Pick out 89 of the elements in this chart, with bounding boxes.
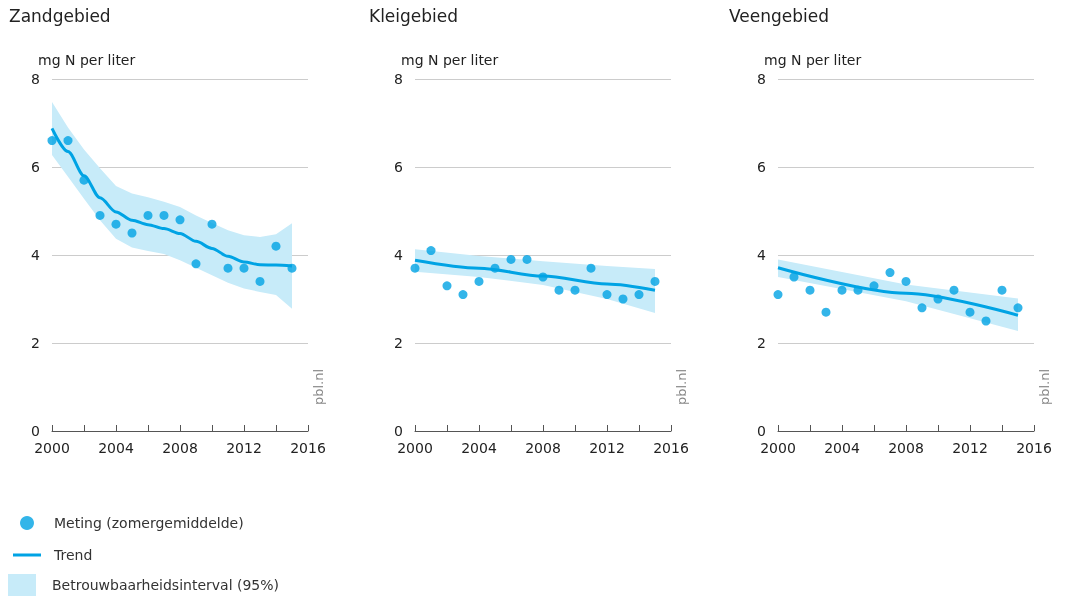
- y-tick-label: 0: [757, 423, 766, 439]
- point: [458, 290, 468, 300]
- point: [917, 303, 927, 313]
- legend-label: Trend: [53, 547, 93, 563]
- point: [79, 175, 89, 185]
- point: [570, 285, 580, 295]
- point: [933, 294, 943, 304]
- y-tick-label: 8: [394, 71, 403, 87]
- y-tick-label: 4: [394, 247, 404, 263]
- point: [837, 285, 847, 295]
- x-tick-label: 2004: [98, 440, 134, 456]
- point: [239, 263, 249, 273]
- point: [554, 285, 564, 295]
- text: pbl.nl: [311, 368, 326, 406]
- text: pbl.nl: [1037, 368, 1052, 406]
- x-tick-label: 2016: [290, 440, 326, 456]
- x-tick-label: 2004: [824, 440, 860, 456]
- point: [127, 228, 137, 238]
- point: [426, 246, 436, 256]
- x-tick-label: 2012: [226, 440, 262, 456]
- point: [410, 263, 420, 273]
- point: [538, 272, 548, 282]
- point: [1013, 303, 1023, 313]
- text: pbl.nl: [674, 368, 689, 406]
- point: [255, 276, 265, 286]
- y-axis-title: mg N per liter: [401, 52, 499, 68]
- point: [271, 241, 281, 251]
- point: [442, 281, 452, 291]
- x-tick-label: 2016: [1016, 440, 1052, 456]
- x-tick-label: 2012: [589, 440, 625, 456]
- point: [522, 254, 532, 264]
- y-tick-label: 2: [757, 335, 766, 351]
- point: [821, 307, 831, 317]
- x-tick-label: 2000: [760, 440, 796, 456]
- point: [634, 290, 644, 300]
- y-tick-label: 4: [757, 247, 767, 263]
- x-tick-label: 2004: [461, 440, 497, 456]
- point: [159, 210, 169, 220]
- y-tick-label: 0: [394, 423, 403, 439]
- point: [143, 210, 153, 220]
- y-tick-label: 2: [31, 335, 40, 351]
- y-tick-label: 4: [31, 247, 41, 263]
- x-tick-label: 2012: [952, 440, 988, 456]
- point: [474, 276, 484, 286]
- y-tick-label: 8: [31, 71, 40, 87]
- y-tick-label: 6: [757, 159, 767, 175]
- point: [490, 263, 500, 273]
- y-axis-title: mg N per liter: [764, 52, 862, 68]
- y-tick-label: 6: [394, 159, 404, 175]
- point: [853, 285, 863, 295]
- x-tick-label: 2000: [34, 440, 70, 456]
- x-tick-label: 2016: [653, 440, 689, 456]
- legend-label: Meting (zomergemiddelde): [54, 515, 244, 531]
- x-tick-label: 2000: [397, 440, 433, 456]
- y-tick-label: 6: [31, 159, 41, 175]
- point: [223, 263, 233, 273]
- point: [965, 307, 975, 317]
- chart-title: Veengebied: [729, 5, 830, 26]
- point: [981, 316, 991, 326]
- chart-title: Kleigebied: [369, 5, 459, 26]
- point: [207, 219, 217, 229]
- point: [506, 254, 516, 264]
- point: [618, 294, 628, 304]
- chart-title: Zandgebied: [9, 5, 111, 26]
- x-tick-label: 2008: [525, 440, 561, 456]
- point: [47, 136, 57, 146]
- y-tick-label: 2: [394, 335, 403, 351]
- x-tick-label: 2008: [162, 440, 198, 456]
- y-tick-label: 8: [757, 71, 766, 87]
- point: [885, 268, 895, 278]
- point: [789, 272, 799, 282]
- y-axis-title: mg N per liter: [38, 52, 136, 68]
- point: [805, 285, 815, 295]
- point: [63, 136, 73, 146]
- text: Betrouwbaarheidsinterval (95%): [52, 577, 280, 593]
- x-tick-label: 2008: [888, 440, 924, 456]
- point: [650, 276, 660, 286]
- point: [773, 290, 783, 300]
- point: [287, 263, 297, 273]
- point: [586, 263, 596, 273]
- y-tick-label: 0: [31, 423, 40, 439]
- point: [191, 259, 201, 269]
- point: [602, 290, 612, 300]
- point: [95, 210, 105, 220]
- point: [901, 276, 911, 286]
- point: [111, 219, 121, 229]
- point: [175, 215, 185, 225]
- point: [997, 285, 1007, 295]
- point: [949, 285, 959, 295]
